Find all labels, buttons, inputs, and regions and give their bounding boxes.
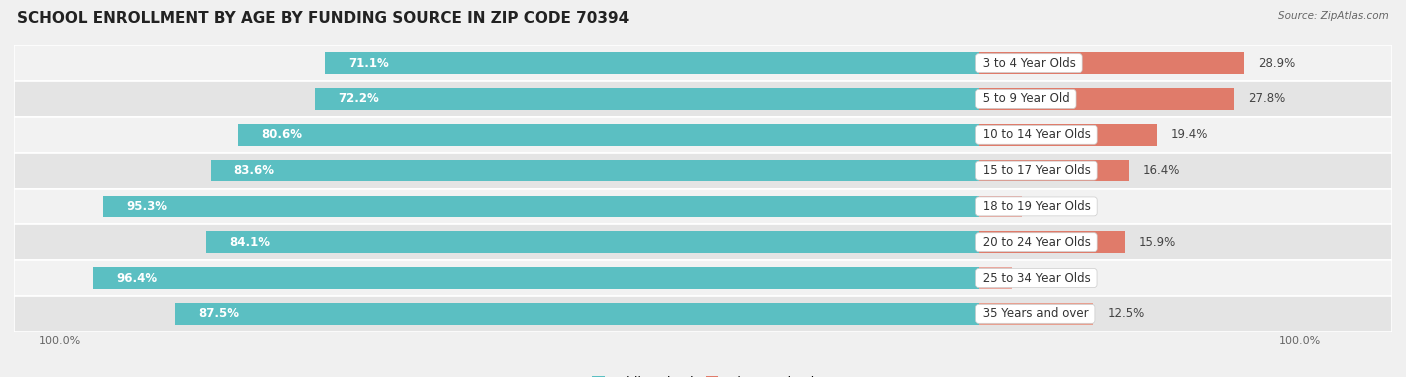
Text: 72.2%: 72.2% bbox=[339, 92, 380, 106]
Text: 15.9%: 15.9% bbox=[1139, 236, 1175, 249]
Text: Source: ZipAtlas.com: Source: ZipAtlas.com bbox=[1278, 11, 1389, 21]
Text: 80.6%: 80.6% bbox=[262, 128, 302, 141]
Bar bbox=[979, 160, 1129, 181]
Bar bbox=[14, 117, 1392, 153]
Bar bbox=[14, 296, 1392, 332]
Bar bbox=[14, 153, 1392, 188]
Text: 5 to 9 Year Old: 5 to 9 Year Old bbox=[979, 92, 1073, 106]
Bar bbox=[93, 267, 979, 289]
Bar bbox=[14, 45, 1392, 81]
Text: 84.1%: 84.1% bbox=[229, 236, 270, 249]
Bar bbox=[979, 267, 1012, 289]
Text: 20 to 24 Year Olds: 20 to 24 Year Olds bbox=[979, 236, 1094, 249]
Text: 83.6%: 83.6% bbox=[233, 164, 274, 177]
Bar bbox=[207, 231, 979, 253]
Bar bbox=[315, 88, 979, 110]
Text: 25 to 34 Year Olds: 25 to 34 Year Olds bbox=[979, 271, 1094, 285]
Bar bbox=[211, 160, 979, 181]
Bar bbox=[174, 303, 979, 325]
Text: SCHOOL ENROLLMENT BY AGE BY FUNDING SOURCE IN ZIP CODE 70394: SCHOOL ENROLLMENT BY AGE BY FUNDING SOUR… bbox=[17, 11, 628, 26]
Text: 95.3%: 95.3% bbox=[127, 200, 167, 213]
Bar bbox=[979, 303, 1094, 325]
Text: 28.9%: 28.9% bbox=[1258, 57, 1295, 70]
Bar bbox=[14, 188, 1392, 224]
Bar bbox=[103, 196, 979, 217]
Bar bbox=[325, 52, 979, 74]
Bar bbox=[979, 88, 1234, 110]
Text: 87.5%: 87.5% bbox=[198, 307, 239, 320]
Bar bbox=[238, 124, 979, 146]
Text: 18 to 19 Year Olds: 18 to 19 Year Olds bbox=[979, 200, 1094, 213]
Legend: Public School, Private School: Public School, Private School bbox=[592, 375, 814, 377]
Bar bbox=[979, 52, 1244, 74]
Text: 71.1%: 71.1% bbox=[349, 57, 389, 70]
Text: 35 Years and over: 35 Years and over bbox=[979, 307, 1092, 320]
Text: 96.4%: 96.4% bbox=[117, 271, 157, 285]
Text: 12.5%: 12.5% bbox=[1107, 307, 1144, 320]
Text: 3 to 4 Year Olds: 3 to 4 Year Olds bbox=[979, 57, 1080, 70]
Text: 4.7%: 4.7% bbox=[1036, 200, 1066, 213]
Text: 3.6%: 3.6% bbox=[1025, 271, 1054, 285]
Bar bbox=[14, 260, 1392, 296]
Text: 19.4%: 19.4% bbox=[1171, 128, 1208, 141]
Text: 10 to 14 Year Olds: 10 to 14 Year Olds bbox=[979, 128, 1094, 141]
Bar bbox=[979, 231, 1125, 253]
Bar bbox=[979, 124, 1157, 146]
Bar bbox=[14, 224, 1392, 260]
Text: 15 to 17 Year Olds: 15 to 17 Year Olds bbox=[979, 164, 1094, 177]
Text: 27.8%: 27.8% bbox=[1247, 92, 1285, 106]
Bar bbox=[979, 196, 1022, 217]
Bar bbox=[14, 81, 1392, 117]
Text: 16.4%: 16.4% bbox=[1143, 164, 1181, 177]
